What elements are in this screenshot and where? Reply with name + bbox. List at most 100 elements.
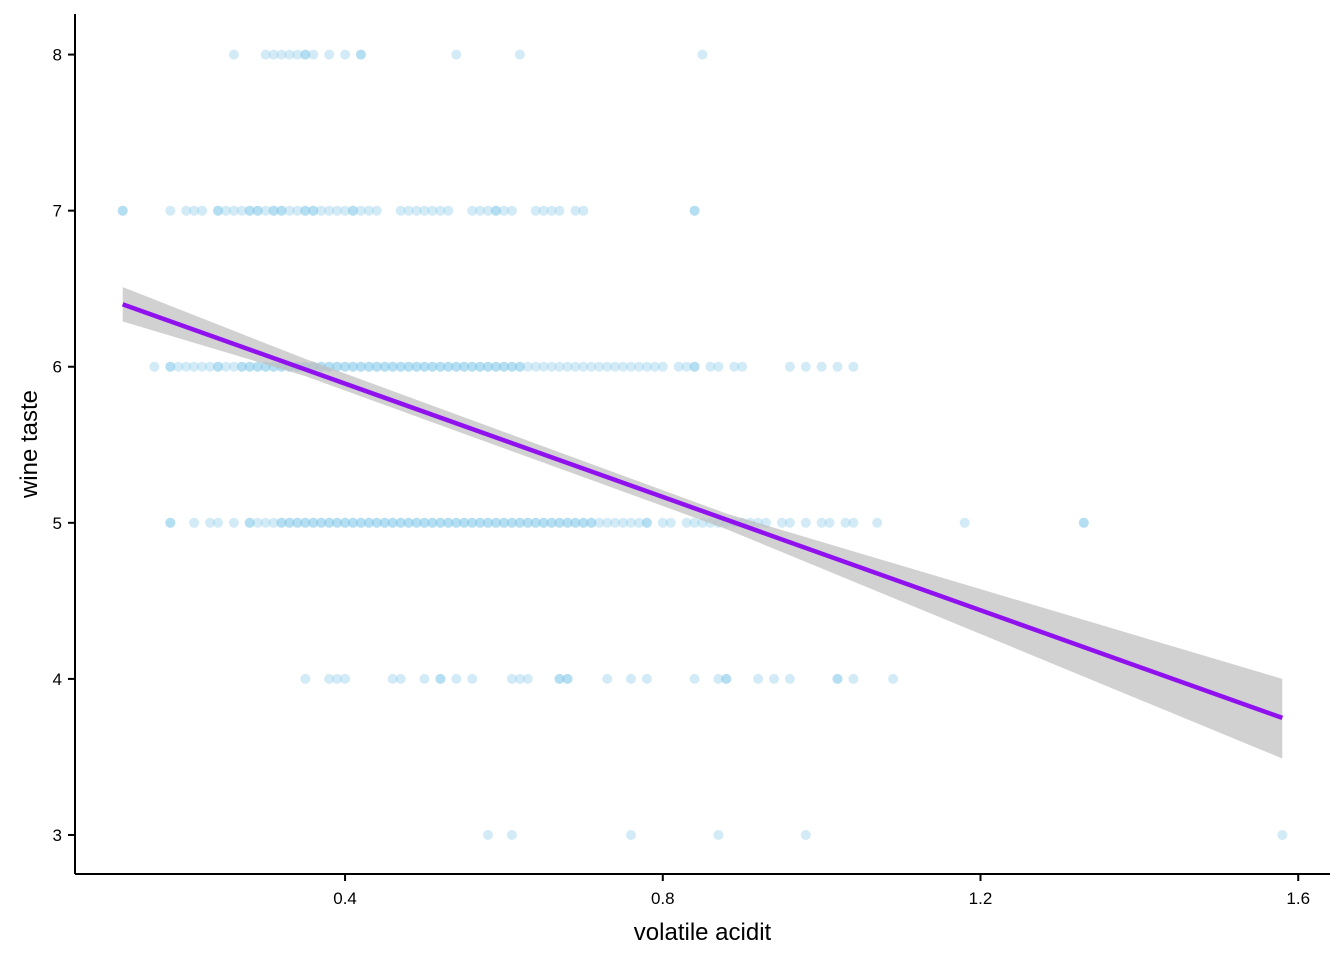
data-point bbox=[554, 205, 565, 216]
data-point bbox=[276, 49, 287, 60]
data-point bbox=[165, 205, 176, 216]
data-point bbox=[244, 517, 255, 528]
data-point bbox=[300, 205, 311, 216]
data-point bbox=[205, 517, 215, 528]
data-point bbox=[117, 205, 128, 216]
data-point bbox=[284, 517, 295, 528]
data-point bbox=[1277, 830, 1288, 840]
y-tick-label: 7 bbox=[53, 202, 62, 221]
data-point bbox=[689, 205, 700, 216]
data-point bbox=[403, 361, 414, 372]
data-point bbox=[165, 517, 176, 528]
data-point bbox=[514, 361, 525, 372]
data-point bbox=[220, 361, 231, 372]
data-point bbox=[475, 517, 486, 528]
data-point bbox=[697, 49, 708, 60]
data-point bbox=[260, 49, 271, 60]
x-tick-label: 1.2 bbox=[969, 889, 993, 908]
data-point bbox=[538, 205, 549, 216]
data-point bbox=[848, 517, 859, 528]
data-point bbox=[355, 49, 366, 60]
data-point bbox=[173, 361, 184, 372]
data-point bbox=[363, 361, 374, 372]
data-point bbox=[292, 205, 303, 216]
data-point bbox=[244, 517, 255, 528]
data-point bbox=[538, 517, 549, 528]
data-point bbox=[197, 205, 208, 216]
data-point bbox=[427, 517, 438, 528]
data-point bbox=[316, 517, 327, 528]
data-point bbox=[236, 205, 247, 216]
data-point bbox=[451, 517, 462, 528]
data-point bbox=[522, 673, 533, 684]
data-point bbox=[657, 361, 668, 372]
data-point bbox=[538, 361, 549, 372]
data-point bbox=[387, 517, 398, 528]
data-point bbox=[729, 361, 740, 372]
data-point bbox=[618, 517, 629, 528]
data-point bbox=[292, 517, 303, 528]
data-point bbox=[379, 361, 390, 372]
data-point bbox=[355, 361, 366, 372]
y-tick-label: 4 bbox=[53, 670, 62, 689]
data-point bbox=[300, 673, 311, 684]
data-point bbox=[498, 517, 509, 528]
data-point bbox=[324, 49, 335, 60]
data-point bbox=[602, 517, 613, 528]
data-point bbox=[427, 361, 438, 372]
data-point bbox=[371, 517, 382, 528]
data-point bbox=[165, 517, 176, 528]
data-point bbox=[419, 361, 430, 372]
data-point bbox=[1078, 517, 1089, 528]
data-point bbox=[483, 361, 493, 372]
data-point bbox=[578, 517, 589, 528]
data-point bbox=[459, 517, 470, 528]
data-point bbox=[332, 361, 343, 372]
data-point bbox=[522, 361, 533, 372]
data-point bbox=[252, 205, 263, 216]
data-point bbox=[610, 517, 621, 528]
data-point bbox=[530, 361, 541, 372]
data-point bbox=[681, 361, 692, 372]
data-point bbox=[228, 205, 239, 216]
data-point bbox=[316, 205, 327, 216]
data-point bbox=[387, 361, 398, 372]
data-point bbox=[626, 517, 636, 528]
data-point bbox=[236, 361, 247, 372]
data-point bbox=[848, 673, 859, 684]
data-point bbox=[387, 673, 398, 684]
data-point bbox=[189, 205, 200, 216]
data-point bbox=[800, 517, 811, 528]
data-point bbox=[284, 517, 295, 528]
data-point bbox=[260, 517, 271, 528]
data-point bbox=[546, 517, 557, 528]
data-point bbox=[626, 673, 636, 684]
data-point bbox=[514, 673, 525, 684]
data-point bbox=[681, 517, 692, 528]
data-point bbox=[641, 517, 652, 528]
data-point bbox=[784, 361, 795, 372]
data-point bbox=[348, 517, 358, 528]
data-point bbox=[578, 205, 589, 216]
data-point bbox=[332, 361, 343, 372]
data-point bbox=[705, 361, 716, 372]
data-point bbox=[689, 361, 700, 372]
data-point bbox=[276, 205, 287, 216]
data-point bbox=[498, 517, 509, 528]
data-point bbox=[514, 517, 525, 528]
data-point bbox=[514, 517, 525, 528]
data-point bbox=[689, 205, 700, 216]
y-tick-label: 3 bbox=[53, 826, 62, 845]
data-point bbox=[800, 361, 811, 372]
data-point bbox=[387, 361, 398, 372]
data-point bbox=[244, 361, 255, 372]
data-point bbox=[872, 517, 883, 528]
data-point bbox=[435, 361, 446, 372]
data-point bbox=[308, 49, 319, 60]
data-point bbox=[816, 361, 827, 372]
data-point bbox=[475, 517, 486, 528]
data-point bbox=[213, 361, 223, 372]
data-point bbox=[459, 361, 470, 372]
data-point bbox=[355, 361, 366, 372]
data-point bbox=[252, 361, 263, 372]
